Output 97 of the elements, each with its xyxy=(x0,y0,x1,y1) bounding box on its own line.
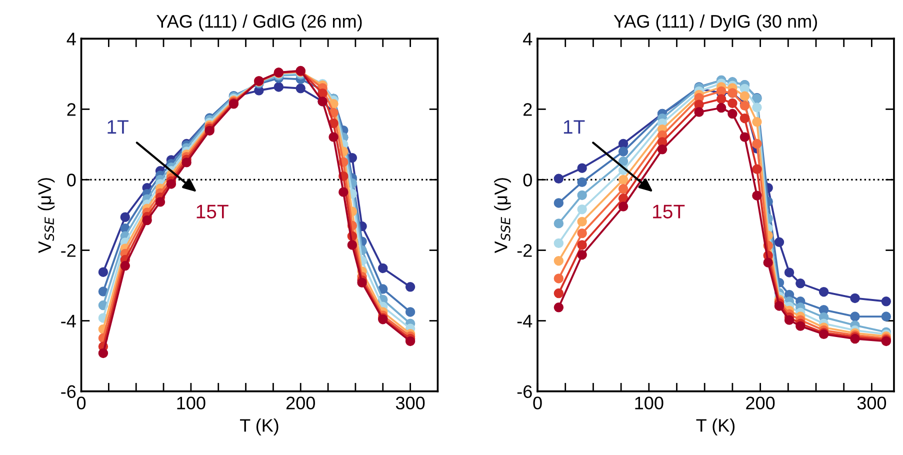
point xyxy=(554,288,564,298)
y-tick-label: -6 xyxy=(61,385,76,398)
point xyxy=(850,312,860,322)
point xyxy=(577,240,587,250)
x-tick-label: 200 xyxy=(286,396,315,410)
point xyxy=(752,102,762,112)
point xyxy=(716,102,726,113)
point xyxy=(554,256,564,266)
point xyxy=(752,138,762,149)
point xyxy=(378,263,388,274)
point xyxy=(204,126,214,136)
x-tick-label: 100 xyxy=(635,396,664,410)
point xyxy=(752,164,762,174)
annotation: 15T xyxy=(653,204,685,218)
point xyxy=(774,301,784,311)
point xyxy=(716,94,726,104)
point xyxy=(296,84,306,94)
point xyxy=(618,184,628,194)
point xyxy=(577,216,587,227)
point xyxy=(98,348,108,358)
y-tick-label: 4 xyxy=(66,32,76,46)
y-tick-label: 0 xyxy=(523,174,532,186)
point xyxy=(728,98,738,108)
point xyxy=(618,174,628,185)
y-tick-label: 2 xyxy=(524,103,532,116)
point xyxy=(274,82,284,92)
point xyxy=(357,278,367,288)
point xyxy=(618,138,628,149)
point xyxy=(554,174,564,184)
point xyxy=(577,228,587,238)
annotation: 15T xyxy=(196,204,228,218)
point xyxy=(740,114,750,124)
point xyxy=(554,218,564,228)
point xyxy=(740,132,750,142)
point xyxy=(405,282,416,292)
point xyxy=(328,132,338,142)
y-tick-label: 4 xyxy=(523,32,532,46)
point xyxy=(577,163,587,173)
x-tick-label: 300 xyxy=(396,396,425,410)
point xyxy=(347,240,358,250)
point xyxy=(818,287,829,297)
point xyxy=(554,198,564,208)
point xyxy=(142,215,152,226)
point xyxy=(881,312,892,322)
y-tick-label: -6 xyxy=(517,385,532,398)
point xyxy=(577,190,587,200)
point xyxy=(98,267,108,277)
point xyxy=(618,202,628,212)
point xyxy=(554,274,564,284)
point xyxy=(577,177,587,188)
point xyxy=(657,144,668,154)
x-axis-title: T (K) xyxy=(240,418,278,436)
point xyxy=(405,336,416,346)
point xyxy=(618,146,628,156)
point xyxy=(752,190,762,200)
point xyxy=(182,158,192,168)
point xyxy=(338,187,348,197)
x-tick-label: 100 xyxy=(177,396,206,410)
x-tick-label: 0 xyxy=(76,396,86,410)
point xyxy=(784,315,794,325)
point xyxy=(728,108,738,119)
point xyxy=(554,238,564,248)
x-axis-title: T (K) xyxy=(696,418,735,436)
point xyxy=(577,250,587,260)
point xyxy=(554,302,564,312)
y-tick-label: -2 xyxy=(61,244,76,257)
annotation: 1T xyxy=(108,120,128,134)
y-tick-label: -4 xyxy=(61,314,76,328)
annotation: 1T xyxy=(564,120,585,134)
y-tick-label: 0 xyxy=(67,174,76,186)
point xyxy=(784,268,794,278)
y-axis-title: V$_{SSE}$ (μV) xyxy=(38,178,55,254)
x-tick-label: 300 xyxy=(857,396,886,410)
y-tick-label: 2 xyxy=(67,103,76,116)
point xyxy=(740,91,750,102)
point xyxy=(752,117,762,127)
y-axis-title: V$_{SSE}$ (μV) xyxy=(494,178,511,254)
chart-title: YAG (111) / DyIG (30 nm) xyxy=(614,14,817,32)
point xyxy=(120,212,130,222)
point xyxy=(796,321,806,331)
point xyxy=(850,293,860,304)
y-tick-label: -2 xyxy=(517,244,532,257)
point xyxy=(763,258,773,268)
point xyxy=(120,260,130,271)
point xyxy=(774,237,784,247)
point xyxy=(577,204,587,214)
x-tick-label: 200 xyxy=(746,396,775,410)
point xyxy=(881,296,892,306)
point xyxy=(155,197,166,207)
y-tick-label: -4 xyxy=(517,314,532,328)
chart-title: YAG (111) / GdIG (26 nm) xyxy=(156,14,362,32)
point xyxy=(405,307,416,317)
point xyxy=(694,107,704,117)
point xyxy=(796,278,806,288)
point xyxy=(618,156,628,166)
x-tick-label: 0 xyxy=(533,396,542,410)
point xyxy=(166,179,176,189)
